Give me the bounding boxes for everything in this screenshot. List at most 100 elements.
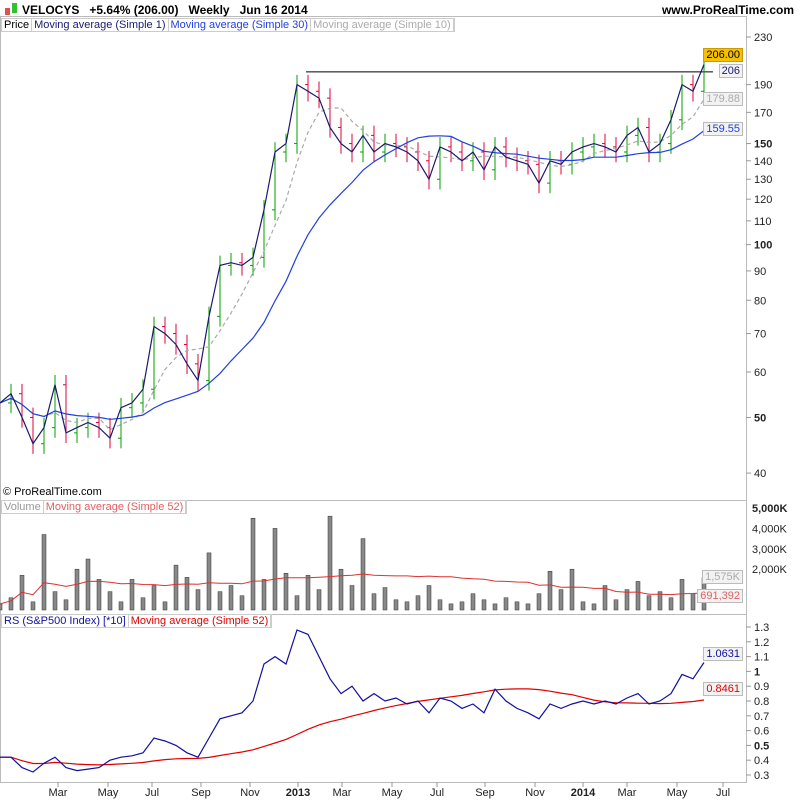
volume-tick-label: 4,000K: [752, 523, 788, 535]
volume-bar: [580, 601, 586, 611]
volume-bar: [525, 603, 531, 611]
volume-bar: [536, 593, 542, 611]
volume-bar: [261, 579, 267, 611]
volume-bar: [558, 589, 564, 611]
volume-bar: [206, 552, 212, 611]
volume-legend: Volume Moving average (Simple 52): [1, 500, 188, 514]
volume-bar: [481, 599, 487, 611]
volume-bar: [646, 595, 652, 611]
volume-tick-label: 5,000K: [752, 503, 788, 515]
panel-frame: [0, 16, 747, 501]
date: Jun 16 2014: [239, 3, 308, 17]
volume-bar: [316, 589, 322, 611]
volume-bar: [470, 593, 476, 611]
rs-ma-tag: 0.8461: [703, 682, 743, 696]
rs-tag: 1.0631: [703, 647, 743, 661]
rs-tick-label: 0.3: [754, 770, 769, 782]
volume-bar: [30, 601, 36, 611]
volume-bar: [151, 585, 157, 611]
candlestick-icon: [5, 3, 17, 15]
volume-bar: [437, 599, 443, 611]
legend-price[interactable]: Price: [2, 19, 33, 31]
y-tick-label: 90: [754, 266, 766, 278]
volume-bar: [272, 528, 278, 611]
ma10-tag: 179.88: [703, 92, 743, 106]
x-tick-label: May: [667, 787, 688, 799]
site-link[interactable]: www.ProRealTime.com: [661, 3, 794, 17]
period: Weekly: [188, 3, 230, 17]
volume-bar: [382, 587, 388, 611]
volume-bar: [569, 568, 575, 611]
volume-bar: [184, 577, 190, 611]
volume-tick-label: 3,000K: [752, 544, 788, 556]
legend-rs-ma[interactable]: Moving average (Simple 52): [129, 615, 272, 627]
legend-volume[interactable]: Volume: [2, 501, 44, 513]
y-tick-label: 170: [754, 107, 772, 119]
x-tick-label: Nov: [240, 787, 260, 799]
price-legend: Price Moving average (Simple 1) Moving a…: [1, 18, 455, 32]
copyright: © ProRealTime.com: [3, 486, 102, 498]
y-tick-label: 100: [754, 240, 772, 252]
volume-bar: [63, 599, 69, 611]
volume-bar: [52, 591, 58, 611]
rs-tick-label: 0.9: [754, 681, 769, 693]
x-tick-label: 2014: [571, 787, 596, 799]
volume-bar: [503, 597, 509, 611]
volume-bar: [415, 595, 421, 611]
x-tick-label: Nov: [525, 787, 545, 799]
y-tick-label: 50: [754, 412, 766, 424]
rs-line: [0, 629, 705, 773]
ma1-line: [0, 64, 705, 445]
volume-bar: [195, 589, 201, 611]
y-tick-label: 110: [754, 216, 772, 228]
volume-bar: [591, 603, 597, 611]
volume-bar: [283, 573, 289, 611]
volume-bar: [129, 579, 135, 611]
volume-bar: [8, 597, 14, 611]
rs-legend: RS (S&P500 Index) [*10] Moving average (…: [1, 614, 273, 628]
volume-bar: [602, 585, 608, 611]
rs-tick-label: 0.8: [754, 696, 769, 708]
x-tick-label: May: [98, 787, 119, 799]
rs-tick-label: 1.1: [754, 652, 769, 664]
x-tick-label: Mar: [618, 787, 637, 799]
ma30-tag: 159.55: [703, 122, 743, 136]
legend-rs[interactable]: RS (S&P500 Index) [*10]: [2, 615, 129, 627]
volume-bar: [118, 601, 124, 611]
legend-ma30[interactable]: Moving average (Simple 30): [169, 19, 312, 31]
rs-tick-label: 0.6: [754, 726, 769, 738]
y-tick-label: 150: [754, 139, 772, 151]
y-tick-label: 70: [754, 329, 766, 341]
legend-ma1[interactable]: Moving average (Simple 1): [32, 19, 169, 31]
change: +5.64% (206.00): [89, 3, 179, 17]
volume-tick-label: 2,000K: [752, 564, 788, 576]
x-tick-label: 2013: [286, 787, 310, 799]
volume-bar: [371, 593, 377, 611]
volume-bar: [96, 579, 102, 611]
volume-bar: [162, 601, 168, 611]
volume-bar: [393, 599, 399, 611]
x-tick-label: Sep: [191, 787, 211, 799]
legend-ma10[interactable]: Moving average (Simple 10): [311, 19, 454, 31]
rs-tick-label: 0.4: [754, 755, 769, 767]
volume-bar: [514, 601, 520, 611]
volume-bar: [228, 585, 234, 611]
y-tick-label: 80: [754, 295, 766, 307]
x-tick-label: Sep: [475, 787, 495, 799]
volume-bar: [41, 534, 47, 611]
volume-bar: [613, 599, 619, 611]
volume-bar: [404, 601, 410, 611]
volume-bar: [690, 593, 696, 611]
volume-bar: [0, 603, 3, 611]
x-tick-label: Jul: [430, 787, 444, 799]
vol-ma-tag: 691,392: [697, 589, 743, 603]
x-tick-label: Jul: [145, 787, 159, 799]
x-tick-label: Mar: [333, 787, 352, 799]
y-tick-label: 230: [754, 32, 772, 44]
volume-bar: [492, 603, 498, 611]
legend-vol-ma[interactable]: Moving average (Simple 52): [44, 501, 187, 513]
rs-tick-label: 0.5: [754, 740, 769, 752]
symbol: VELOCYS: [22, 3, 80, 17]
volume-bar: [107, 591, 113, 611]
